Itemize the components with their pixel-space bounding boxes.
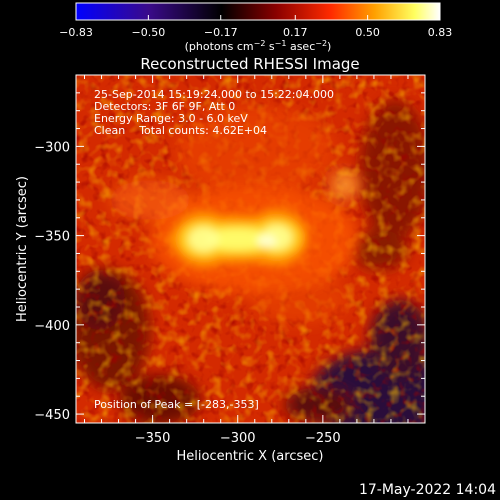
colorbar — [75, 2, 441, 21]
y-axis: −300 −350 −400 −450 — [34, 74, 425, 423]
colorbar-tick-label: 0.50 — [355, 26, 380, 39]
colorbar-tick-label: −0.17 — [204, 26, 238, 39]
x-tick-label: −250 — [305, 431, 341, 446]
colorbar-ticks: −0.83 −0.50 −0.17 0.17 0.50 0.83 — [59, 15, 452, 39]
source-peak — [204, 228, 272, 250]
source-peak — [188, 226, 220, 252]
colorbar-tick-label: 0.17 — [283, 26, 308, 39]
x-tick-label: −300 — [220, 431, 256, 446]
x-axis-label: Heliocentric X (arcsec) — [177, 449, 324, 464]
footer-date: 17-May-2022 14:04 — [359, 482, 496, 498]
annotation-detectors: Detectors: 3F 6F 9F, Att 0 — [94, 100, 235, 113]
peak-highlight — [256, 234, 277, 247]
annotation-peak: Position of Peak = [-283,-353] — [94, 398, 259, 411]
y-tick-label: −400 — [34, 319, 70, 334]
colorbar-tick-label: −0.83 — [59, 26, 93, 39]
heatmap-image — [76, 75, 425, 423]
chart-title: Reconstructed RHESSI Image — [140, 55, 359, 73]
x-axis: −350 −300 −250 — [84, 75, 409, 446]
plot-frame — [75, 74, 426, 424]
y-tick-label: −350 — [34, 230, 70, 245]
annotation-time-range: 25-Sep-2014 15:19:24.000 to 15:22:04.000 — [94, 88, 334, 101]
emission-sources — [166, 207, 310, 270]
y-tick-label: −450 — [34, 408, 70, 423]
annotation-energy: Energy Range: 3.0 - 6.0 keV — [94, 112, 248, 125]
colorbar-label: (photons cm−2 s−1 asec−2) — [185, 39, 332, 53]
colorbar-tick-label: 0.83 — [428, 26, 453, 39]
x-tick-label: −350 — [135, 431, 171, 446]
y-axis-label: Heliocentric Y (arcsec) — [15, 176, 30, 322]
y-tick-label: −300 — [34, 140, 70, 155]
annotation-counts: Clean Total counts: 4.62E+04 — [94, 124, 267, 137]
colorbar-tick-label: −0.50 — [132, 26, 166, 39]
